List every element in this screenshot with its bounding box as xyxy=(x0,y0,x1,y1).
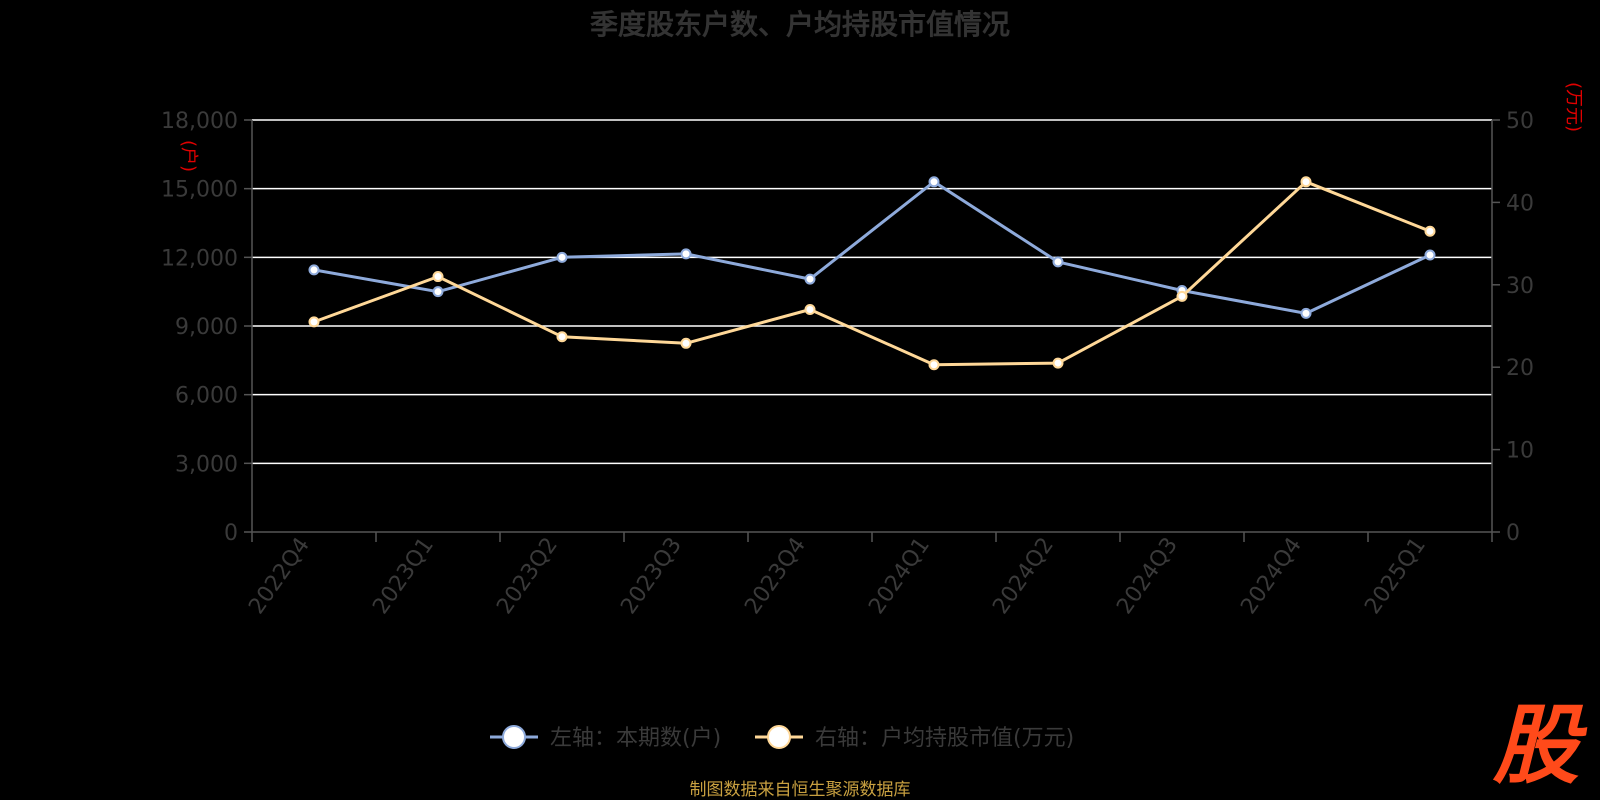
x-tick-label: 2024Q4 xyxy=(1236,533,1307,619)
x-tick-label: 2023Q2 xyxy=(492,533,563,619)
x-tick-label: 2024Q1 xyxy=(864,533,935,619)
x-tick-label: 2022Q4 xyxy=(244,533,315,619)
legend-swatch-marker xyxy=(767,725,791,749)
series-point xyxy=(804,304,816,316)
right-axis-unit: (万元) xyxy=(1563,82,1584,132)
series-point xyxy=(1424,249,1436,261)
right-tick-label: 40 xyxy=(1506,191,1534,216)
right-tick-label: 10 xyxy=(1506,439,1534,464)
series-point xyxy=(308,316,320,328)
legend-label: 右轴：户均持股市值(万元) xyxy=(815,726,1074,751)
x-tick-label: 2023Q1 xyxy=(368,533,439,619)
series-point xyxy=(432,286,444,298)
legend-label: 左轴：本期数(户) xyxy=(550,726,721,751)
x-axis-ticks: 2022Q4 2023Q1 2023Q2 2023Q3 2023Q4 2024Q1 2024… xyxy=(244,532,1493,619)
right-tick-label: 30 xyxy=(1506,274,1534,299)
x-tick-label: 2023Q4 xyxy=(740,533,811,619)
series-point xyxy=(432,271,444,283)
left-tick-label: 18,000 xyxy=(161,109,238,134)
right-tick-label: 0 xyxy=(1506,521,1520,546)
series-point xyxy=(1300,307,1312,319)
logo-mark: 股 xyxy=(1492,696,1588,796)
left-axis-ticks: 0 3,000 6,000 9,000 12,000 15,000 18,000 xyxy=(161,109,252,546)
grid xyxy=(252,119,1492,465)
series-point xyxy=(556,331,568,343)
left-tick-label: 6,000 xyxy=(175,384,238,409)
series-point xyxy=(1300,176,1312,188)
right-axis-ticks: 0 10 20 30 40 50 xyxy=(1492,109,1534,546)
data-source: 制图数据来自恒生聚源数据库 xyxy=(690,780,911,800)
x-tick-label: 2025Q1 xyxy=(1360,533,1431,619)
left-tick-label: 9,000 xyxy=(175,315,238,340)
series-point xyxy=(1052,357,1064,369)
series-point xyxy=(1052,256,1064,268)
series-point xyxy=(308,264,320,276)
series-point xyxy=(556,251,568,263)
right-tick-label: 50 xyxy=(1506,109,1534,134)
x-tick-label: 2023Q3 xyxy=(616,533,687,619)
series-point xyxy=(804,273,816,285)
x-tick-label: 2024Q2 xyxy=(988,533,1059,619)
left-tick-label: 3,000 xyxy=(175,452,238,477)
chart-title: 季度股东户数、户均持股市值情况 xyxy=(590,8,1010,41)
right-tick-label: 20 xyxy=(1506,356,1534,381)
left-tick-label: 0 xyxy=(224,521,238,546)
series-point xyxy=(1176,290,1188,302)
left-axis-unit: (户) xyxy=(178,140,199,172)
series-point xyxy=(680,337,692,349)
left-tick-label: 15,000 xyxy=(161,178,238,203)
series-point xyxy=(928,359,940,371)
series-layer xyxy=(308,176,1436,371)
x-tick-label: 2024Q3 xyxy=(1112,533,1183,619)
series-line xyxy=(313,180,1431,315)
series-line xyxy=(313,180,1431,367)
series-point xyxy=(680,248,692,260)
legend: 左轴：本期数(户) 右轴：户均持股市值(万元) xyxy=(490,725,1074,751)
series-point xyxy=(928,176,940,188)
series-point xyxy=(1424,225,1436,237)
left-tick-label: 12,000 xyxy=(161,246,238,271)
legend-swatch-marker xyxy=(502,725,526,749)
